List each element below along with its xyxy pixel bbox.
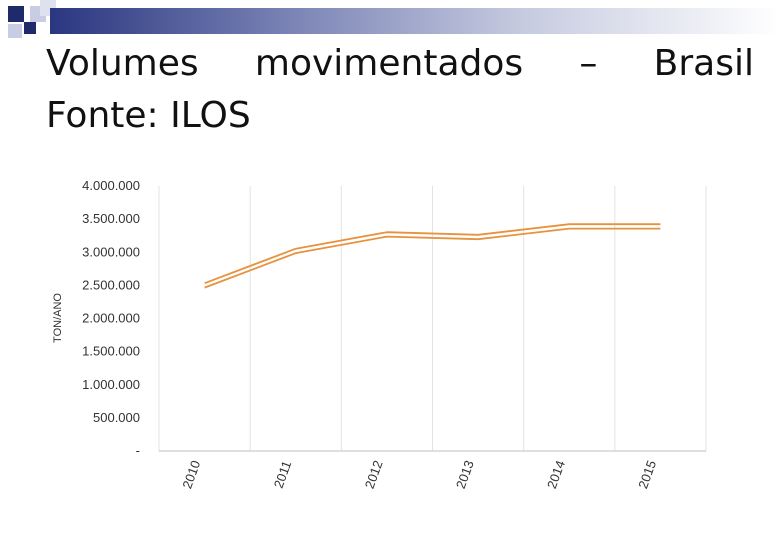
deco-gradient-bar [50, 8, 780, 34]
data-point [385, 232, 389, 236]
y-tick-label: - [136, 443, 140, 458]
data-point [476, 235, 480, 239]
title-word-2: movimentados [254, 43, 524, 84]
y-tick-label: 2.000.000 [82, 311, 140, 326]
data-point [658, 224, 662, 228]
y-tick-label: 2.500.000 [82, 277, 140, 292]
y-tick-label: 3.000.000 [82, 244, 140, 259]
data-point [567, 224, 571, 228]
y-axis-label: TON/ANO [52, 293, 64, 343]
x-tick-label: 2012 [362, 458, 386, 490]
x-tick-label: 2013 [453, 458, 477, 490]
x-tick-label: 2010 [179, 458, 203, 490]
title-word-4: Brasil [653, 43, 754, 84]
y-tick-label: 1.000.000 [82, 377, 140, 392]
slide-title: Volumes movimentados – Brasil [46, 44, 754, 84]
y-tick-label: 3.500.000 [82, 211, 140, 226]
title-word-1: Volumes [46, 43, 199, 84]
deco-square-dark-1 [8, 6, 24, 22]
x-tick-label: 2015 [635, 458, 659, 490]
data-point [294, 249, 298, 253]
y-tick-label: 500.000 [93, 410, 140, 425]
x-tick-label: 2011 [271, 459, 295, 490]
y-tick-label: 1.500.000 [82, 344, 140, 359]
deco-square-light-2 [8, 24, 22, 38]
deco-square-dark-2 [24, 22, 36, 34]
x-tick-label: 2014 [544, 458, 568, 490]
series-line-upper [204, 223, 661, 285]
title-word-3: – [579, 43, 598, 84]
slide-subtitle: Fonte: ILOS [46, 95, 251, 136]
data-point [203, 283, 207, 287]
series-line-lower [204, 227, 661, 289]
y-tick-label: 4.000.000 [82, 178, 140, 193]
